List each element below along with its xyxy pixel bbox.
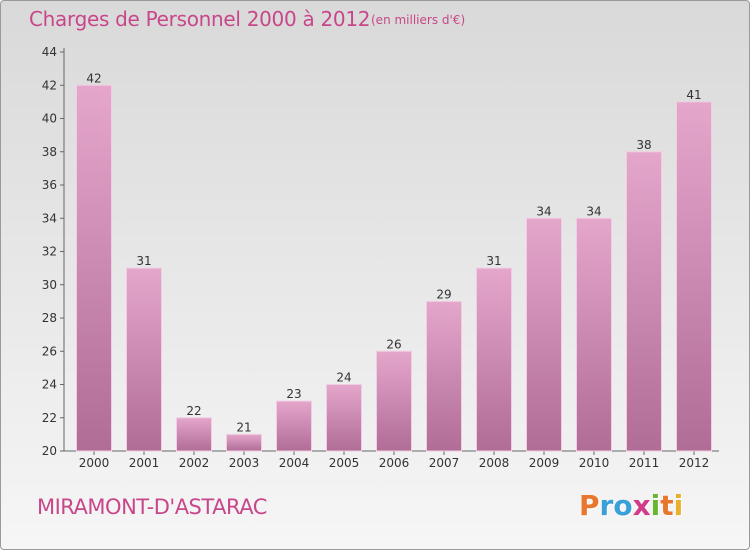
chart-subtitle: (en milliers d'€) bbox=[371, 13, 466, 27]
x-tick-label: 2010 bbox=[579, 456, 610, 470]
data-label-2006: 26 bbox=[386, 337, 401, 351]
data-label-2005: 24 bbox=[336, 371, 351, 385]
data-label-2002: 22 bbox=[186, 404, 201, 418]
x-tick-label: 2011 bbox=[629, 456, 660, 470]
x-tick-label: 2002 bbox=[179, 456, 210, 470]
bar-2006 bbox=[376, 350, 412, 452]
bar-2010 bbox=[576, 217, 612, 452]
data-label-2010: 34 bbox=[586, 204, 601, 218]
y-tick-label: 40 bbox=[42, 112, 57, 126]
bar-2003 bbox=[226, 433, 262, 452]
data-label-2004: 23 bbox=[286, 387, 301, 401]
y-tick-label: 36 bbox=[42, 178, 57, 192]
x-tick-label: 2004 bbox=[279, 456, 310, 470]
chart-axes: 20 22 24 26 28 30 32 34 36 38 40 42 44 2000 2001 2002 20… bbox=[42, 45, 719, 470]
x-tick-label: 2001 bbox=[129, 456, 160, 470]
data-label-2011: 38 bbox=[636, 138, 651, 152]
x-tick-label: 2012 bbox=[679, 456, 710, 470]
x-tick-label: 2006 bbox=[379, 456, 410, 470]
data-label-2001: 31 bbox=[136, 254, 151, 268]
y-tick-label: 38 bbox=[42, 145, 57, 159]
y-tick-label: 24 bbox=[42, 378, 57, 392]
x-tick-label: 2007 bbox=[429, 456, 460, 470]
y-tick-label: 34 bbox=[42, 211, 57, 225]
x-tick-label: 2003 bbox=[229, 456, 260, 470]
x-tick-label: 2009 bbox=[529, 456, 560, 470]
data-label-2000: 42 bbox=[86, 71, 101, 85]
y-tick-label: 32 bbox=[42, 245, 57, 259]
y-tick-label: 26 bbox=[42, 344, 57, 358]
data-label-2003: 21 bbox=[236, 420, 251, 434]
data-label-2008: 31 bbox=[486, 254, 501, 268]
proxiti-logo: Proxiti bbox=[579, 489, 684, 522]
bar-2002 bbox=[176, 417, 212, 452]
y-tick-label: 30 bbox=[42, 278, 57, 292]
y-tick-label: 22 bbox=[42, 411, 57, 425]
y-tick-label: 42 bbox=[42, 78, 57, 92]
bar-2000 bbox=[76, 84, 112, 452]
bar-2012 bbox=[676, 101, 712, 452]
bar-2004 bbox=[276, 400, 312, 452]
chart-data-labels: 42 31 22 21 23 24 26 29 31 34 34 38 41 bbox=[86, 71, 701, 434]
chart-bars bbox=[76, 84, 712, 452]
bar-2008 bbox=[476, 267, 512, 452]
x-tick-label: 2000 bbox=[79, 456, 110, 470]
bar-2009 bbox=[526, 217, 562, 452]
bar-2011 bbox=[626, 151, 662, 452]
data-label-2007: 29 bbox=[436, 287, 451, 301]
y-tick-label: 44 bbox=[42, 45, 57, 59]
x-tick-label: 2008 bbox=[479, 456, 510, 470]
x-tick-label: 2005 bbox=[329, 456, 360, 470]
place-name: MIRAMONT-D'ASTARAC bbox=[37, 495, 267, 519]
y-tick-label: 28 bbox=[42, 311, 57, 325]
bar-2005 bbox=[326, 384, 362, 452]
data-label-2012: 41 bbox=[686, 88, 701, 102]
data-label-2009: 34 bbox=[536, 204, 551, 218]
bar-2007 bbox=[426, 300, 462, 452]
chart-title: Charges de Personnel 2000 à 2012 bbox=[29, 7, 371, 31]
bar-2001 bbox=[126, 267, 162, 452]
y-tick-label: 20 bbox=[42, 444, 57, 458]
